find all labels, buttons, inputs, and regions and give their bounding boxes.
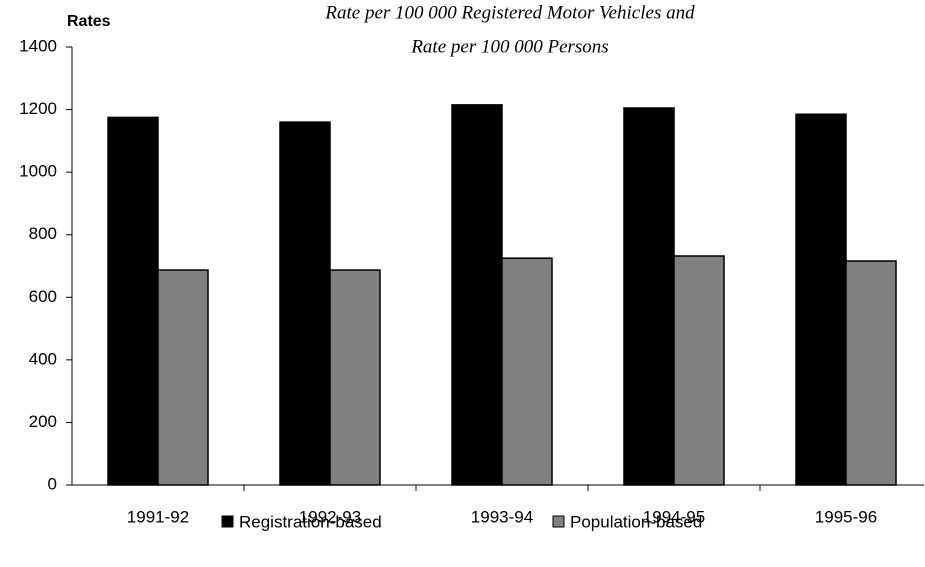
bar (107, 116, 159, 486)
bar (451, 104, 503, 486)
y-axis-label: Rates (67, 13, 111, 30)
bar (673, 255, 725, 486)
legend-label: Population-based (570, 512, 702, 531)
x-tick-label: 1991-92 (127, 507, 189, 526)
chart-title: Rate per 100 000 Registered Motor Vehicl… (324, 2, 695, 23)
bar (329, 269, 381, 486)
bar (795, 113, 847, 486)
y-tick-label: 400 (29, 349, 57, 368)
y-tick-label: 800 (29, 224, 57, 243)
y-tick-label: 1200 (19, 99, 57, 118)
y-tick-label: 1000 (19, 162, 57, 181)
y-tick-label: 600 (29, 287, 57, 306)
chart-title: Rate per 100 000 Persons (410, 36, 608, 57)
bar (279, 121, 331, 486)
bar (845, 260, 897, 486)
x-tick-label: 1992-93 (299, 507, 361, 526)
bar (501, 257, 553, 486)
x-tick-label: 1995-96 (815, 507, 877, 526)
legend-swatch (552, 515, 565, 528)
bar (623, 107, 675, 486)
legend-swatch (221, 515, 234, 528)
y-tick-label: 0 (48, 474, 57, 493)
x-tick-label: 1993-94 (471, 507, 533, 526)
bar (157, 269, 209, 486)
y-tick-label: 1400 (19, 36, 57, 55)
legend-label: Registration-based (239, 512, 382, 531)
y-tick-label: 200 (29, 412, 57, 431)
x-tick-label: 1994-95 (643, 507, 705, 526)
